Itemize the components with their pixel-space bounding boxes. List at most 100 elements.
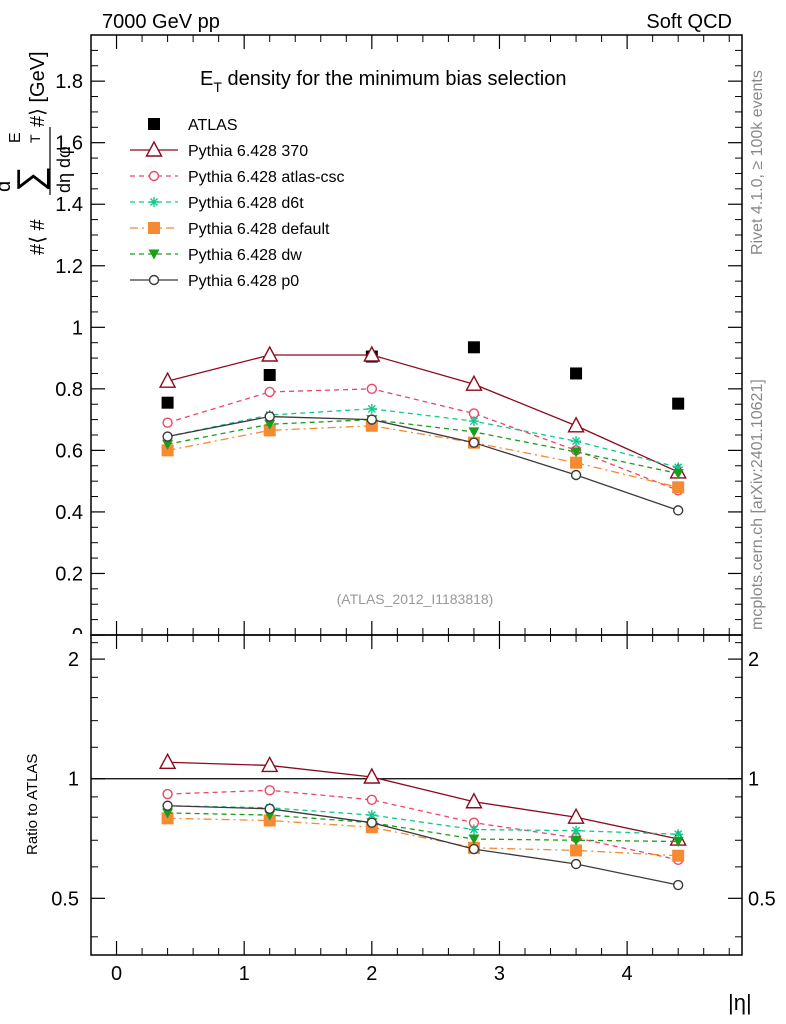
main-line-dw: [167, 418, 679, 475]
plot-title: ET density for the minimum bias selectio…: [200, 68, 567, 95]
main-point-atlas: [570, 367, 583, 380]
main-series-atlas: [161, 341, 685, 410]
ratio-ytick-label: 0.5: [51, 888, 79, 910]
ratio-line-p370: [167, 761, 679, 840]
main-point-atlas: [263, 369, 276, 381]
ratio-point-p370: [465, 792, 483, 809]
legend-marker: [148, 249, 160, 260]
ratio-point-p0: [162, 800, 173, 811]
side-label-mcplots: mcplots.cern.ch [arXiv:2401.10621]: [749, 379, 766, 630]
ratio-series-dw: [162, 808, 684, 847]
main-point-atlas: [161, 396, 174, 409]
main-point-atlas_csc: [264, 386, 275, 398]
main-point-atlas_csc: [366, 383, 378, 395]
ratio-ytick-label: 2: [68, 649, 79, 671]
title-sub: T: [213, 79, 222, 95]
main-ytick-label: 1.8: [55, 71, 83, 93]
reference-label: (ATLAS_2012_I1183818): [337, 591, 494, 607]
main-point-dw: [468, 427, 480, 438]
ratio-point-p0: [468, 843, 480, 855]
main-point-d6t: [571, 436, 582, 447]
ratio-point-default: [570, 844, 583, 857]
ratio-point-p0: [672, 879, 684, 891]
main-point-p0: [570, 469, 582, 481]
main-point-default: [672, 481, 685, 494]
main-point-p0: [468, 437, 480, 448]
ratio-point-default: [672, 849, 685, 862]
ratio-line-dw: [167, 812, 679, 843]
main-y-label: #⟨ # d ∑ E T #⟩ [GeV] dη dφ: [0, 51, 74, 255]
main-point-default: [263, 424, 276, 437]
header-right: Soft QCD: [646, 11, 732, 33]
ratio-point-d6t: [468, 824, 479, 835]
main-y-axis: 0 0.2 0.4 0.6 0.8 1 1.2 1.4 1.6 1.8: [55, 34, 742, 647]
main-point-p370: [158, 371, 177, 388]
ratio-point-p0: [570, 858, 582, 870]
legend-label: Pythia 6.428 d6t: [188, 195, 304, 212]
legend-entry-atlas: ATLAS: [148, 117, 238, 134]
main-series-dw: [162, 415, 684, 479]
legend-label: Pythia 6.428 p0: [188, 273, 299, 290]
ratio-point-atlas_csc: [264, 785, 275, 796]
xtick-label: 1: [239, 963, 250, 985]
main-series-p0: [162, 411, 684, 516]
ratio-point-dw: [570, 835, 582, 846]
main-series-p370: [158, 345, 687, 479]
legend-marker: [148, 118, 160, 130]
ratio-point-p0: [366, 817, 378, 828]
ratio-point-p0: [264, 803, 275, 815]
ratio-point-p370: [363, 767, 381, 784]
legend-label: Pythia 6.428 370: [188, 143, 308, 160]
xtick-label: 0: [111, 963, 122, 985]
main-point-p370: [363, 345, 381, 362]
title-rest: density for the minimum bias selection: [222, 68, 567, 90]
legend-marker: [148, 274, 160, 286]
title-main: E: [200, 68, 213, 90]
main-line-atlas_csc: [167, 388, 679, 491]
main-ytick-label: 1.2: [55, 256, 83, 278]
main-point-atlas: [672, 397, 685, 410]
ylabel-sigma: ∑: [9, 166, 50, 192]
main-point-p0: [366, 414, 378, 425]
legend-label: ATLAS: [188, 117, 238, 134]
ratio-panel-frame: [90, 634, 743, 956]
main-point-atlas: [467, 341, 480, 354]
legend: ATLAS Pythia 6.428 370 Pythia 6.428 atlas-…: [130, 117, 345, 290]
main-point-p0: [264, 411, 275, 422]
ratio-point-p370: [158, 752, 177, 769]
ratio-y-label: Ratio to ATLAS: [24, 754, 41, 855]
main-line-p0: [167, 415, 679, 511]
ratio-point-atlas_csc: [162, 788, 173, 800]
main-ytick-label-zero: 0: [72, 625, 83, 647]
main-point-dw: [264, 419, 276, 430]
ratio-line-p0: [167, 805, 679, 886]
main-ytick-label: 1: [72, 317, 83, 339]
legend-entry-p0: Pythia 6.428 p0: [130, 273, 299, 290]
main-ytick-label: 0.4: [55, 502, 83, 524]
ratio-point-dw: [162, 808, 174, 819]
main-series-atlas_csc: [162, 383, 684, 496]
ratio-point-p370: [567, 807, 585, 824]
legend-marker: [145, 140, 163, 157]
main-line-p370: [167, 354, 679, 473]
ratio-point-d6t: [366, 810, 377, 821]
xtick-label: 3: [494, 963, 505, 985]
main-ytick-label: 1.6: [55, 133, 83, 155]
main-point-d6t: [366, 403, 377, 414]
legend-label: Pythia 6.428 atlas-csc: [188, 169, 345, 186]
main-point-default: [570, 456, 583, 469]
main-point-dw: [162, 439, 174, 450]
x-axis-label: |η|: [728, 990, 752, 1015]
main-point-p0: [672, 505, 684, 516]
side-label-rivet: Rivet 4.1.0, ≥ 100k events: [749, 70, 766, 255]
ylabel-outer-left: #⟨ #: [27, 219, 49, 255]
main-point-p370: [465, 374, 483, 391]
legend-entry-d6t: Pythia 6.428 d6t: [130, 195, 304, 212]
ylabel-denom: dη dφ: [54, 146, 74, 193]
main-ytick-label: 0.8: [55, 379, 83, 401]
ratio-series-layer: [158, 752, 687, 891]
legend-entry-atlas_csc: Pythia 6.428 atlas-csc: [130, 169, 345, 186]
ratio-ytick-label-right: 2: [748, 649, 759, 671]
main-line-d6t: [167, 408, 679, 468]
